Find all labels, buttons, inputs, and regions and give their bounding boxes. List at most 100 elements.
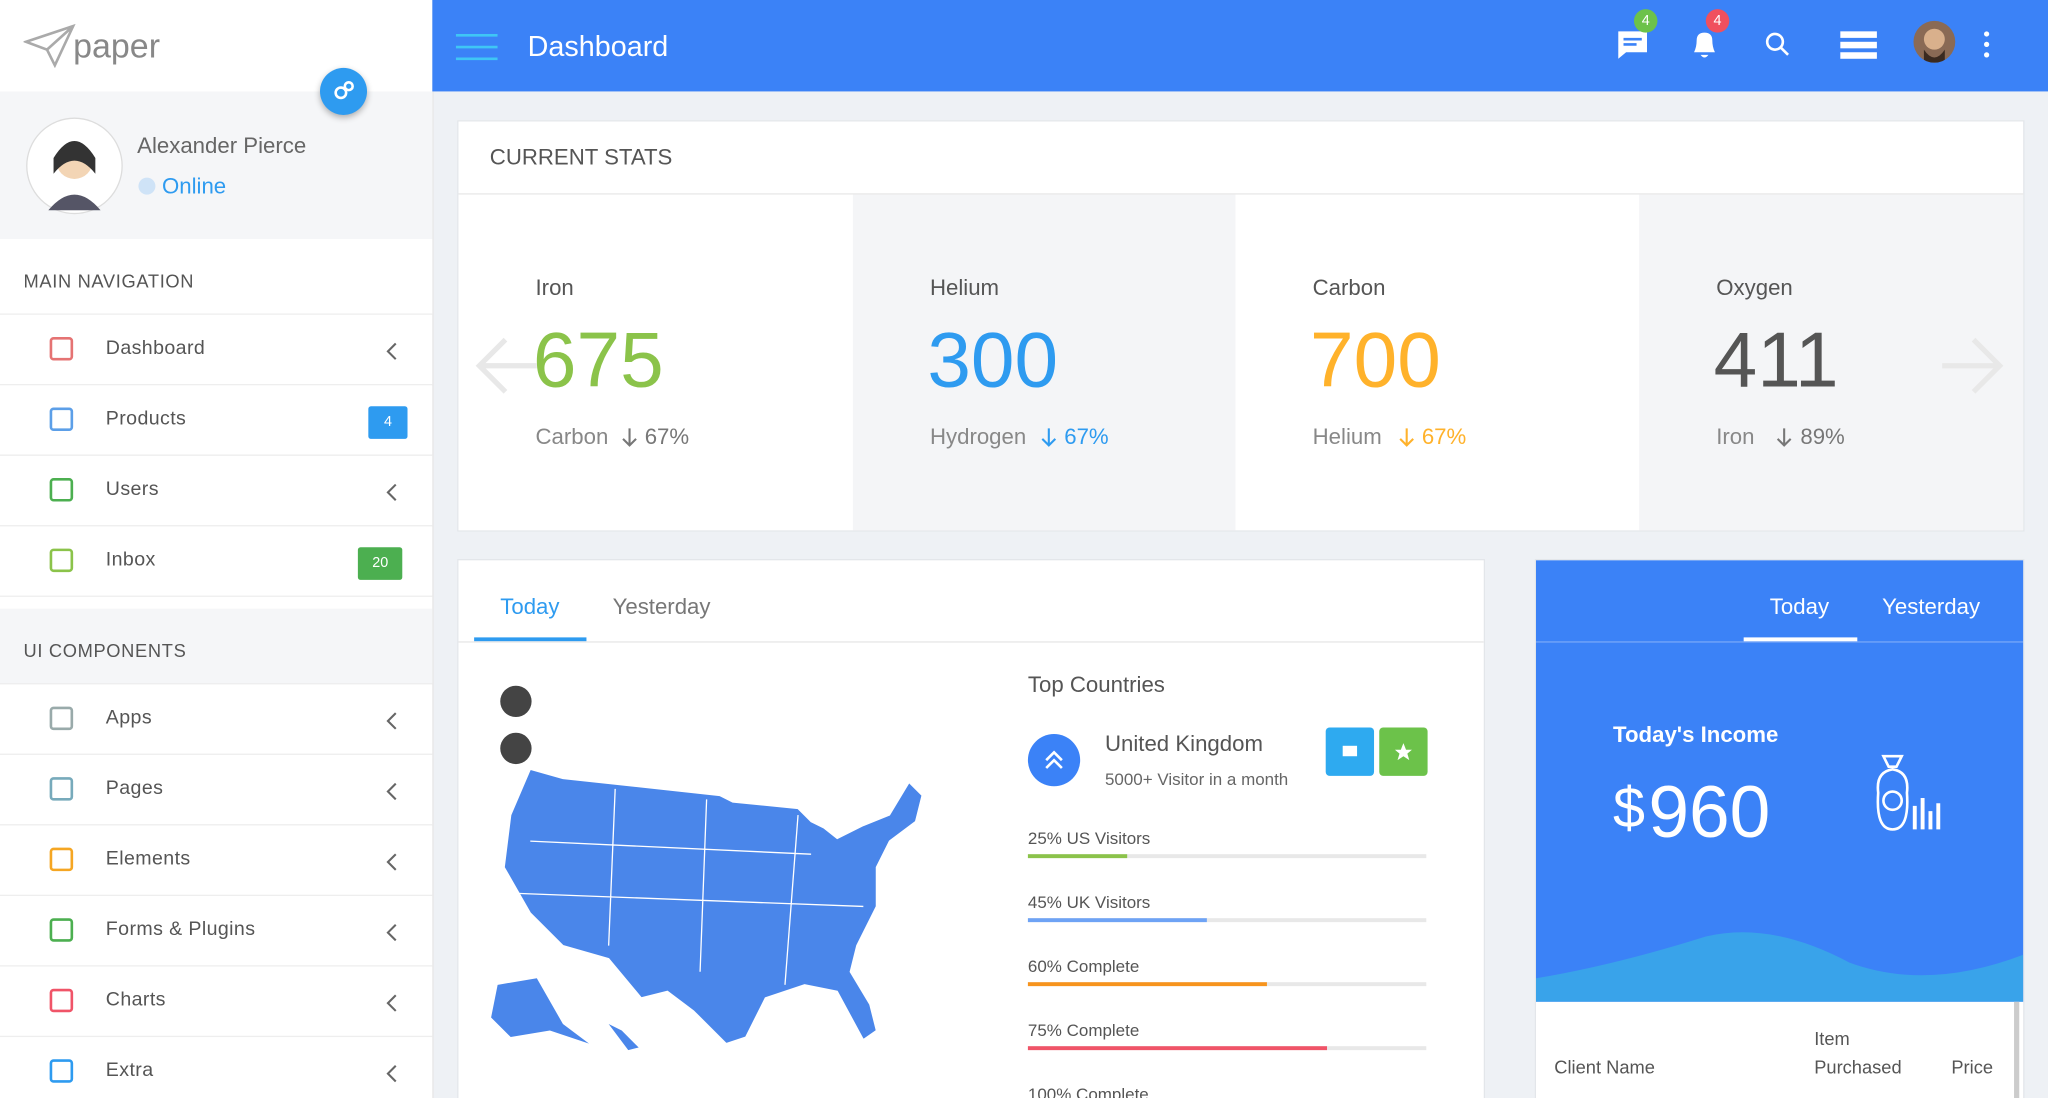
user-name: Alexander Pierce: [137, 133, 307, 159]
nav-icon: [49, 777, 74, 801]
progress-bar: [1027, 854, 1128, 859]
stat-sub: Hydrogen: [929, 424, 1027, 450]
stat-name: Iron: [535, 275, 574, 301]
stat-panel: Iron 675 Carbon 67%: [458, 194, 853, 531]
menu-button[interactable]: [455, 33, 498, 62]
section-title: Top Countries: [1027, 672, 1165, 698]
progress-label: 60% Complete: [1027, 956, 1140, 976]
table-header: Price: [1951, 1056, 1994, 1078]
top-bar: Dashboard 4 4: [432, 0, 2048, 92]
chevron: [385, 923, 398, 942]
zoom-in[interactable]: [500, 685, 532, 718]
messages-button[interactable]: [1616, 29, 1650, 60]
nav-label: Extra: [105, 1059, 154, 1082]
sidebar: paper Alexander Pierce Online MAIN NAVIGATI…: [0, 0, 434, 1098]
income-currency: $: [1613, 775, 1646, 840]
stat-name: Helium: [929, 275, 1000, 301]
nav-icon: [49, 918, 74, 942]
chevron: [385, 782, 398, 801]
progress-label: 75% Complete: [1027, 1020, 1140, 1040]
mail-button[interactable]: [1325, 727, 1375, 776]
nav-item[interactable]: Inbox 20: [0, 525, 433, 597]
messages-badge: 4: [1633, 9, 1658, 33]
tab-underline: [474, 637, 587, 642]
stats-title: CURRENT STATS: [489, 144, 673, 170]
logo-icon: [22, 23, 76, 69]
stat-sub: Carbon: [535, 424, 609, 450]
nav-item[interactable]: Charts: [0, 965, 433, 1038]
tab[interactable]: Today: [500, 594, 560, 620]
income-card: Today Yesterday Today's Income $960 Client N…: [1534, 559, 2025, 1098]
down-arrow: [1041, 427, 1057, 448]
nav-item[interactable]: Dashboard: [0, 313, 433, 386]
tab[interactable]: Today: [1769, 594, 1830, 620]
next-arrow[interactable]: [1940, 337, 2005, 394]
country-icon: [1027, 734, 1081, 787]
income-title: Today's Income: [1613, 722, 1779, 748]
stat-name: Oxygen: [1716, 275, 1793, 301]
nav-label: Dashboard: [105, 336, 206, 360]
nav-item[interactable]: Users: [0, 455, 433, 527]
tab[interactable]: Yesterday: [1882, 594, 1981, 620]
stat-value: 675: [532, 316, 664, 404]
us-map: [485, 763, 942, 1063]
divider: [458, 193, 2024, 195]
prev-arrow[interactable]: [474, 337, 539, 394]
nav-icon: [49, 407, 74, 432]
map-card: Today Yesterday Top Countries United Kingdo…: [457, 559, 1486, 1098]
stat-change: 89%: [1800, 424, 1845, 450]
income-panel: Today Yesterday Today's Income $960: [1535, 560, 2024, 1002]
search-button[interactable]: [1763, 30, 1792, 59]
nav-item[interactable]: Apps: [0, 683, 433, 755]
chevron: [385, 483, 398, 501]
country-subtitle: 5000+ Visitor in a month: [1104, 769, 1289, 789]
star-button[interactable]: [1379, 727, 1428, 776]
profile-avatar[interactable]: [1913, 20, 1956, 63]
down-arrow: [621, 427, 637, 448]
nav-heading: MAIN NAVIGATION: [0, 239, 433, 315]
nav-item[interactable]: Pages: [0, 754, 433, 826]
progress-bar: [1027, 1046, 1327, 1051]
avatar: [26, 117, 123, 215]
down-arrow: [1398, 427, 1414, 448]
notifications-button[interactable]: [1690, 29, 1719, 60]
nav-item[interactable]: Forms & Plugins: [0, 895, 433, 967]
stat-panel: Oxygen 411 Iron 89%: [1639, 194, 2024, 531]
nav-label: Users: [105, 478, 159, 501]
stat-change: 67%: [1421, 424, 1467, 450]
more-button[interactable]: [1981, 30, 1991, 59]
nav-heading-text: MAIN NAVIGATION: [23, 270, 195, 292]
settings-button[interactable]: [319, 67, 368, 115]
stat-value: 411: [1713, 316, 1839, 404]
nav-icon: [49, 706, 74, 731]
nav-label: Products: [105, 407, 187, 430]
nav-label: Pages: [105, 777, 164, 800]
progress-track: [1027, 918, 1427, 923]
stat-value: 700: [1310, 316, 1441, 404]
chevron: [385, 712, 398, 730]
nav-label: Elements: [105, 847, 191, 870]
nav-label: Forms & Plugins: [105, 918, 256, 941]
wave: [1535, 926, 2024, 1002]
nav-icon: [49, 1059, 74, 1083]
nav-item[interactable]: Elements: [0, 824, 433, 896]
zoom-out[interactable]: [500, 732, 532, 765]
tab[interactable]: Yesterday: [612, 594, 711, 620]
nav-label: Inbox: [105, 548, 156, 571]
nav-heading-text: UI COMPONENTS: [23, 639, 187, 661]
page-title: Dashboard: [527, 30, 669, 63]
nav-item[interactable]: Products 4: [0, 384, 433, 456]
progress-label: 25% US Visitors: [1027, 828, 1151, 848]
divider: [458, 641, 1484, 643]
progress-label: 45% UK Visitors: [1027, 892, 1151, 912]
chevron: [385, 1064, 398, 1083]
notifications-badge: 4: [1705, 9, 1730, 33]
nav-item[interactable]: Extra: [0, 1036, 432, 1098]
panel-button[interactable]: [1839, 29, 1878, 60]
stats-card: CURRENT STATS Iron 675 Carbon 67% Helium 300 Hy…: [457, 120, 2025, 532]
nav-badge: 20: [357, 547, 403, 580]
table-header: Client Name: [1554, 1056, 1655, 1078]
nav-label: Apps: [105, 706, 153, 729]
status-dot: [138, 177, 156, 195]
